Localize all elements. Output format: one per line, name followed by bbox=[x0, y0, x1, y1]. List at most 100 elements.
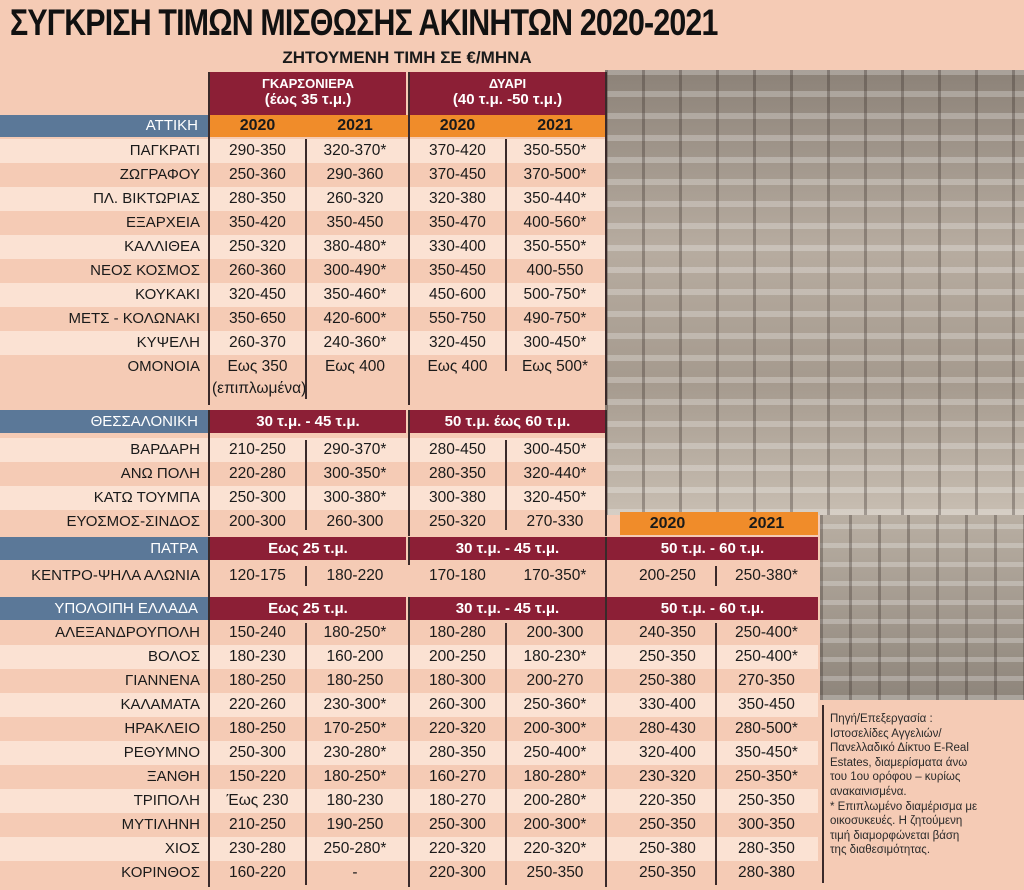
size-header: 30 τ.μ. - 45 τ.μ. bbox=[410, 537, 605, 560]
table-cell: 230-320 bbox=[639, 768, 696, 785]
table-cell: 250-400* bbox=[735, 648, 798, 665]
table-cell: 280-450 bbox=[429, 441, 486, 458]
table-cell: 320-440* bbox=[523, 465, 587, 482]
note-line: Estates, διαμερίσματα άνω bbox=[830, 756, 968, 769]
row-label: ΕΥΟΣΜΟΣ-ΣΙΝΔΟΣ bbox=[66, 513, 200, 530]
year-header-row-3: 2020 2021 bbox=[620, 512, 818, 535]
table-cell: 350-450 bbox=[738, 696, 795, 713]
size-header: 30 τ.μ. - 45 τ.μ. bbox=[410, 597, 605, 620]
table-cell: Εως 400 bbox=[324, 358, 386, 375]
region-patra: ΠΑΤΡΑ bbox=[0, 537, 208, 560]
table-cell: 260-370 bbox=[229, 334, 286, 351]
table-cell: 220-320 bbox=[429, 720, 486, 737]
row-label: ΒΟΛΟΣ bbox=[147, 648, 200, 665]
table-cell: 260-360 bbox=[229, 262, 286, 279]
table-cell: 350-550* bbox=[523, 142, 587, 159]
size-header: 50 τ.μ. - 60 τ.μ. bbox=[607, 537, 818, 560]
table-cell: 200-300* bbox=[523, 816, 587, 833]
table-cell: 250-380 bbox=[639, 840, 696, 857]
column-divider bbox=[505, 139, 507, 371]
row-label: ΖΩΓΡΑΦΟΥ bbox=[119, 166, 200, 183]
table-cell: 490-750* bbox=[523, 310, 587, 327]
row-stripe bbox=[0, 187, 605, 211]
table-cell: 180-220 bbox=[326, 567, 384, 584]
column-divider bbox=[305, 139, 307, 399]
table-cell: 170-180 bbox=[429, 567, 486, 584]
table-cell: 160-220 bbox=[229, 864, 286, 881]
row-stripe bbox=[0, 438, 605, 462]
table-cell: 250-280* bbox=[323, 840, 387, 857]
table-cell: 240-360* bbox=[323, 334, 387, 351]
row-label: ΡΕΘΥΜΝΟ bbox=[123, 744, 200, 761]
table-cell: 200-270 bbox=[526, 672, 584, 689]
page-title: ΣΥΓΚΡΙΣΗ ΤΙΜΩΝ ΜΙΣΘΩΣΗΣ ΑΚΙΝΗΤΩΝ 2020-20… bbox=[10, 2, 718, 43]
row-label: ΤΡΙΠΟΛΗ bbox=[133, 792, 200, 809]
table-cell: 300-490* bbox=[323, 262, 387, 279]
row-stripe bbox=[0, 139, 605, 163]
column-divider bbox=[408, 597, 410, 887]
table-cell: 280-350 bbox=[738, 840, 795, 857]
row-label: ΝΕΟΣ ΚΟΣΜΟΣ bbox=[90, 262, 200, 279]
row-label: ΜΥΤΙΛΗΝΗ bbox=[121, 816, 200, 833]
header-garsoniera-size: (έως 35 τ.μ.) bbox=[264, 91, 352, 108]
table-cell: 200-300* bbox=[523, 720, 587, 737]
header-dyari: ΔΥΑΡΙ (40 τ.μ. -50 τ.μ.) bbox=[410, 72, 605, 115]
row-stripe bbox=[0, 235, 605, 259]
row-label: ΚΟΡΙΝΘΟΣ bbox=[121, 864, 200, 881]
table-cell: 250-350 bbox=[639, 816, 696, 833]
table-cell: 350-460* bbox=[323, 286, 387, 303]
table-cell: 230-300* bbox=[323, 696, 387, 713]
table-cell: 350-470 bbox=[429, 214, 486, 231]
table-cell: 270-350 bbox=[738, 672, 795, 689]
year-2021: 2021 bbox=[537, 117, 573, 134]
row-label: ΠΛ. ΒΙΚΤΩΡΙΑΣ bbox=[93, 190, 200, 207]
table-cell: 450-600 bbox=[429, 286, 486, 303]
row-label: ΟΜΟΝΟΙΑ bbox=[127, 358, 200, 375]
table-cell: 180-230 bbox=[326, 792, 384, 809]
table-cell: 250-350 bbox=[639, 648, 696, 665]
table-cell: 250-350 bbox=[738, 792, 795, 809]
column-divider bbox=[605, 537, 607, 597]
year-2020: 2020 bbox=[649, 515, 686, 532]
header-garsoniera-label: ΓΚΑΡΣΟΝΙΕΡΑ bbox=[262, 76, 354, 91]
size-header: Εως 25 τ.μ. bbox=[210, 597, 406, 620]
note-line: του 1ου ορόφου – κυρίως bbox=[830, 771, 961, 784]
column-divider bbox=[505, 623, 507, 885]
table-cell: 180-250 bbox=[229, 720, 286, 737]
table-cell: 290-370* bbox=[323, 441, 387, 458]
table-cell: 260-300 bbox=[326, 513, 384, 530]
table-cell: 200-280* bbox=[523, 792, 587, 809]
table-cell: 320-400 bbox=[639, 744, 696, 761]
table-cell: 190-250 bbox=[326, 816, 384, 833]
table-cell: 250-300 bbox=[229, 489, 286, 506]
table-cell: 180-280* bbox=[523, 768, 587, 785]
table-cell: 170-250* bbox=[323, 720, 387, 737]
table-cell: 350-440* bbox=[523, 190, 587, 207]
table-cell: 290-360 bbox=[326, 166, 384, 183]
row-label: ΓΙΑΝΝΕΝΑ bbox=[125, 672, 200, 689]
table-cell: 180-280 bbox=[429, 624, 486, 641]
table-cell: 180-230* bbox=[523, 648, 587, 665]
table-cell: 280-350 bbox=[429, 465, 486, 482]
table-cell: 250-360* bbox=[523, 696, 587, 713]
table-cell: 200-250 bbox=[639, 567, 696, 584]
table-cell: 320-380 bbox=[429, 190, 486, 207]
table-cell: 320-450 bbox=[429, 334, 486, 351]
table-cell: 220-350 bbox=[639, 792, 696, 809]
table-cell: 270-330 bbox=[526, 513, 584, 530]
row-label: ΜΕΤΣ - ΚΟΛΩΝΑΚΙ bbox=[68, 310, 200, 327]
table-cell: Εως 500* bbox=[521, 358, 589, 375]
table-cell: 120-175 bbox=[229, 567, 286, 584]
table-cell: 170-350* bbox=[523, 567, 587, 584]
table-cell: 160-200 bbox=[326, 648, 384, 665]
note-line: της διαθεσιμότητας. bbox=[830, 844, 931, 857]
row-label: ΚΑΤΩ ΤΟΥΜΠΑ bbox=[93, 489, 200, 506]
column-divider bbox=[605, 72, 607, 405]
table-cell: 250-320 bbox=[429, 513, 486, 530]
row-stripe bbox=[0, 331, 605, 355]
column-divider bbox=[408, 410, 410, 536]
table-cell: Εως 350 bbox=[227, 358, 288, 375]
table-cell: 320-450 bbox=[229, 286, 286, 303]
table-cell: - bbox=[352, 864, 358, 881]
year-2021: 2021 bbox=[748, 515, 785, 532]
